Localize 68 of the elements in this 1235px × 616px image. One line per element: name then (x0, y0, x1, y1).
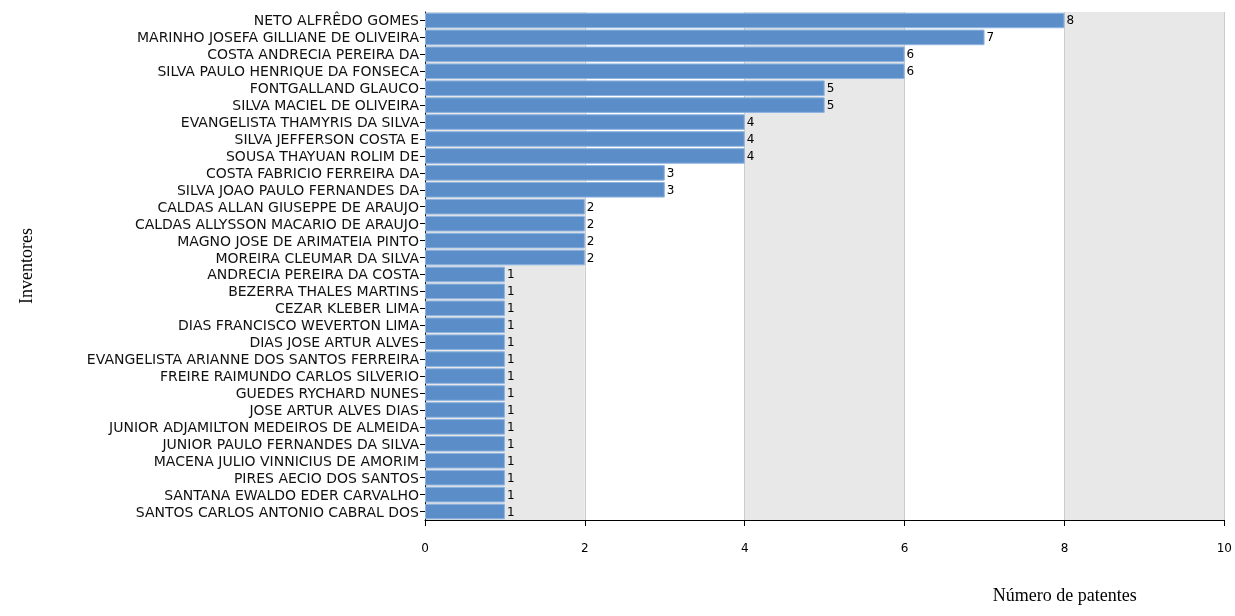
y-tick-label: SOUSA THAYUAN ROLIM DE (225, 147, 419, 164)
data-label: 3 (666, 182, 675, 197)
data-label: 1 (506, 301, 515, 316)
x-tick-label: 0 (421, 541, 429, 555)
y-tick-label: NETO ALFRÊDO GOMES (253, 11, 420, 29)
y-tick-label: SILVA PAULO HENRIQUE DA FONSECA (157, 63, 420, 80)
data-label: 2 (586, 233, 595, 248)
x-tick-label: 8 (1060, 541, 1069, 555)
y-tick-label: CALDAS ALLAN GIUSEPPE DE ARAUJO (157, 198, 419, 215)
y-tick-label: MARINHO JOSEFA GILLIANE DE OLIVEIRA (136, 29, 420, 46)
data-label: 8 (1066, 13, 1075, 28)
y-tick-label: MACENA JULIO VINNICIUS DE AMORIM (153, 452, 419, 469)
y-tick-label: MOREIRA CLEUMAR DA SILVA (215, 249, 420, 266)
y-tick-label: COSTA FABRICIO FERREIRA DA (206, 164, 420, 181)
y-tick-label: CALDAS ALLYSSON MACARIO DE ARAUJO (134, 215, 419, 232)
data-label: 1 (506, 318, 515, 333)
data-label: 1 (506, 352, 515, 367)
data-label: 1 (506, 369, 515, 384)
data-label: 5 (826, 98, 835, 113)
y-tick-label: JUNIOR ADJAMILTON MEDEIROS DE ALMEIDA (108, 418, 420, 435)
y-tick-label: DIAS JOSE ARTUR ALVES (249, 334, 420, 351)
y-tick-label: DIAS FRANCISCO WEVERTON LIMA (177, 317, 420, 334)
data-label: 4 (746, 148, 755, 163)
data-label: 2 (586, 199, 595, 214)
data-label: 3 (666, 165, 675, 180)
y-tick-label: COSTA ANDRECIA PEREIRA DA (207, 46, 420, 63)
y-tick-label: CEZAR KLEBER LIMA (274, 300, 420, 317)
y-tick-label: ANDRECIA PEREIRA DA COSTA (207, 266, 420, 283)
y-tick-label: BEZERRA THALES MARTINS (228, 283, 420, 300)
x-axis-title: Número de patentes (992, 585, 1137, 605)
y-tick-label: PIRES AECIO DOS SANTOS (233, 469, 420, 486)
data-label: 2 (586, 216, 595, 231)
y-tick-label: SANTANA EWALDO EDER CARVALHO (164, 486, 419, 503)
x-tick-label: 6 (900, 541, 909, 555)
data-label: 1 (506, 335, 515, 350)
data-label: 1 (506, 386, 515, 400)
data-label: 1 (506, 267, 515, 282)
data-label: 1 (506, 402, 515, 417)
y-tick-label: EVANGELISTA ARIANNE DOS SANTOS FERREIRA (86, 351, 420, 368)
x-tick-label: 2 (581, 541, 589, 555)
y-tick-label: MAGNO JOSE DE ARIMATEIA PINTO (177, 232, 419, 249)
x-tick-label: 10 (1216, 541, 1233, 555)
y-tick-label: EVANGELISTA THAMYRIS DA SILVA (180, 114, 420, 131)
data-label: 6 (906, 47, 915, 62)
y-tick-label: JUNIOR PAULO FERNANDES DA SILVA (161, 435, 420, 452)
data-label: 1 (506, 284, 515, 299)
y-tick-label: SILVA MACIEL DE OLIVEIRA (232, 97, 420, 114)
data-label: 1 (506, 419, 515, 434)
data-label: 7 (986, 30, 995, 45)
data-label: 1 (506, 487, 515, 502)
data-label: 4 (746, 132, 755, 146)
data-label: 2 (586, 250, 595, 265)
y-tick-label: FREIRE RAIMUNDO CARLOS SILVERIO (159, 368, 419, 385)
data-label: 1 (506, 470, 515, 485)
x-tick-label: 4 (740, 541, 749, 555)
data-label: 1 (506, 453, 515, 468)
y-tick-label: SANTOS CARLOS ANTONIO CABRAL DOS (135, 503, 420, 520)
y-tick-label: SILVA JOAO PAULO FERNANDES DA (176, 181, 420, 198)
y-tick-label: JOSE ARTUR ALVES DIAS (248, 401, 420, 418)
y-tick-label: GUEDES RYCHARD NUNES (235, 385, 420, 401)
y-tick-label: SILVA JEFFERSON COSTA E (234, 131, 419, 147)
data-label: 4 (746, 115, 755, 130)
y-axis-title: Inventores (16, 228, 36, 304)
data-label: 1 (506, 436, 515, 451)
y-tick-label: FONTGALLAND GLAUCO (249, 80, 419, 97)
data-label: 1 (506, 504, 515, 519)
data-label: 5 (826, 81, 835, 96)
data-label: 6 (906, 64, 915, 79)
